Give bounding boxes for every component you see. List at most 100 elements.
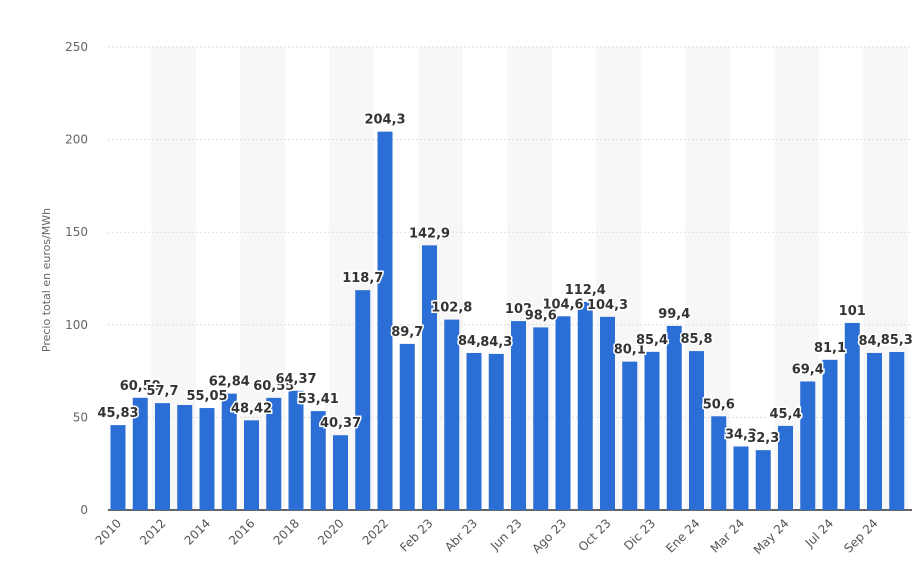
x-tick-label: May 24 [751, 516, 792, 557]
bar [221, 393, 237, 510]
bar [711, 416, 727, 510]
data-label: 80,1 [614, 343, 646, 358]
data-label: 112,4 [565, 283, 606, 298]
y-tick-label: 150 [65, 225, 88, 239]
data-label: 60,55 [253, 379, 294, 394]
data-label: 104,6 [542, 297, 583, 312]
bar [333, 435, 348, 510]
x-tick-label: Jul 24 [802, 516, 836, 550]
data-label: 85,3 [881, 333, 913, 348]
x-tick-label: Mar 24 [708, 516, 747, 555]
bar [689, 351, 704, 510]
data-label: 40,37 [320, 416, 361, 431]
bar [155, 403, 170, 510]
bar [533, 327, 549, 510]
bar [800, 381, 816, 510]
x-tick-label: 2014 [182, 516, 213, 547]
y-tick-label: 200 [65, 133, 88, 147]
data-label: 204,3 [364, 113, 405, 128]
data-label: 45,4 [769, 407, 801, 422]
x-tick-label: 2022 [360, 516, 391, 547]
y-axis-label: Precio total en euros/MWh [40, 208, 53, 352]
data-label: 50,6 [703, 397, 735, 412]
x-tick-label: Ago 23 [529, 516, 569, 556]
bar [844, 322, 860, 510]
data-label: 102 [505, 302, 532, 317]
bar [177, 404, 193, 510]
data-label: 98,6 [525, 308, 557, 323]
x-tick-label: 2020 [315, 516, 346, 547]
gridlines: 0 50 100 150 200 250 [65, 40, 912, 517]
data-label: 53,41 [298, 392, 339, 407]
y-tick-label: 50 [73, 410, 88, 424]
data-label: 60,59 [120, 379, 161, 394]
data-label: 45,83 [97, 406, 138, 421]
data-label: 64,37 [275, 372, 316, 387]
bar [867, 352, 882, 510]
bar [355, 290, 371, 510]
bar [555, 316, 571, 510]
bar [244, 420, 259, 510]
y-tick-label: 0 [80, 503, 88, 517]
data-label: 81,1 [814, 341, 846, 356]
x-tick-label: Feb 23 [397, 516, 435, 554]
x-tick-label: Sep 24 [841, 516, 880, 555]
bar [110, 425, 126, 510]
data-label: 34,3 [725, 427, 757, 442]
bar [444, 319, 460, 510]
x-tick-label: Dic 23 [621, 516, 658, 553]
bar [399, 343, 415, 510]
bar [132, 397, 148, 510]
bar [577, 301, 593, 510]
data-label: 32,3 [747, 431, 779, 446]
bar [778, 425, 793, 510]
data-label: 57,7 [146, 384, 178, 399]
bar [600, 316, 615, 510]
bar [377, 131, 393, 510]
data-label: 69,4 [792, 362, 824, 377]
data-label: 48,42 [231, 401, 272, 416]
bar [822, 359, 838, 510]
data-label: 142,9 [409, 226, 450, 241]
bar [466, 352, 482, 510]
bar [422, 245, 437, 511]
data-label: 89,7 [391, 325, 423, 340]
x-tick-label: 2018 [271, 516, 302, 547]
data-label: 85,8 [680, 332, 712, 347]
bar [310, 411, 326, 510]
y-tick-label: 100 [65, 318, 88, 332]
x-tick-label: Jun 23 [487, 516, 524, 553]
x-tick-label: 2010 [93, 516, 124, 547]
bar [511, 321, 526, 510]
data-label: 85,4 [636, 333, 668, 348]
bar [666, 325, 682, 510]
bar [644, 351, 660, 510]
bar [733, 446, 749, 510]
bar [755, 450, 771, 510]
data-label: 55,05 [186, 389, 227, 404]
x-tick-label: Abr 23 [442, 516, 480, 554]
x-tick-label: Ene 24 [663, 516, 702, 555]
bar [199, 408, 215, 510]
data-label: 101 [839, 304, 866, 319]
bar [288, 390, 304, 510]
x-tick-label: 2012 [137, 516, 168, 547]
x-tick-label: 2016 [226, 516, 257, 547]
bar [622, 361, 638, 510]
data-label: 84,3 [480, 335, 512, 350]
x-axis-ticks: 2010 2012 2014 2016 2018 2020 2022 Feb 23 Abr 23… [93, 516, 881, 557]
background-bands [151, 47, 908, 510]
data-label: 84,8 [858, 334, 890, 349]
bar [488, 353, 504, 510]
bars [110, 131, 905, 511]
data-label: 102,8 [431, 301, 472, 316]
y-tick-label: 250 [65, 40, 88, 54]
x-tick-label: Oct 23 [576, 516, 614, 554]
data-label: 62,84 [209, 375, 250, 390]
data-label: 84,8 [458, 334, 490, 349]
bar [889, 352, 905, 510]
data-label: 104,3 [587, 298, 628, 313]
data-label: 118,7 [342, 271, 383, 286]
